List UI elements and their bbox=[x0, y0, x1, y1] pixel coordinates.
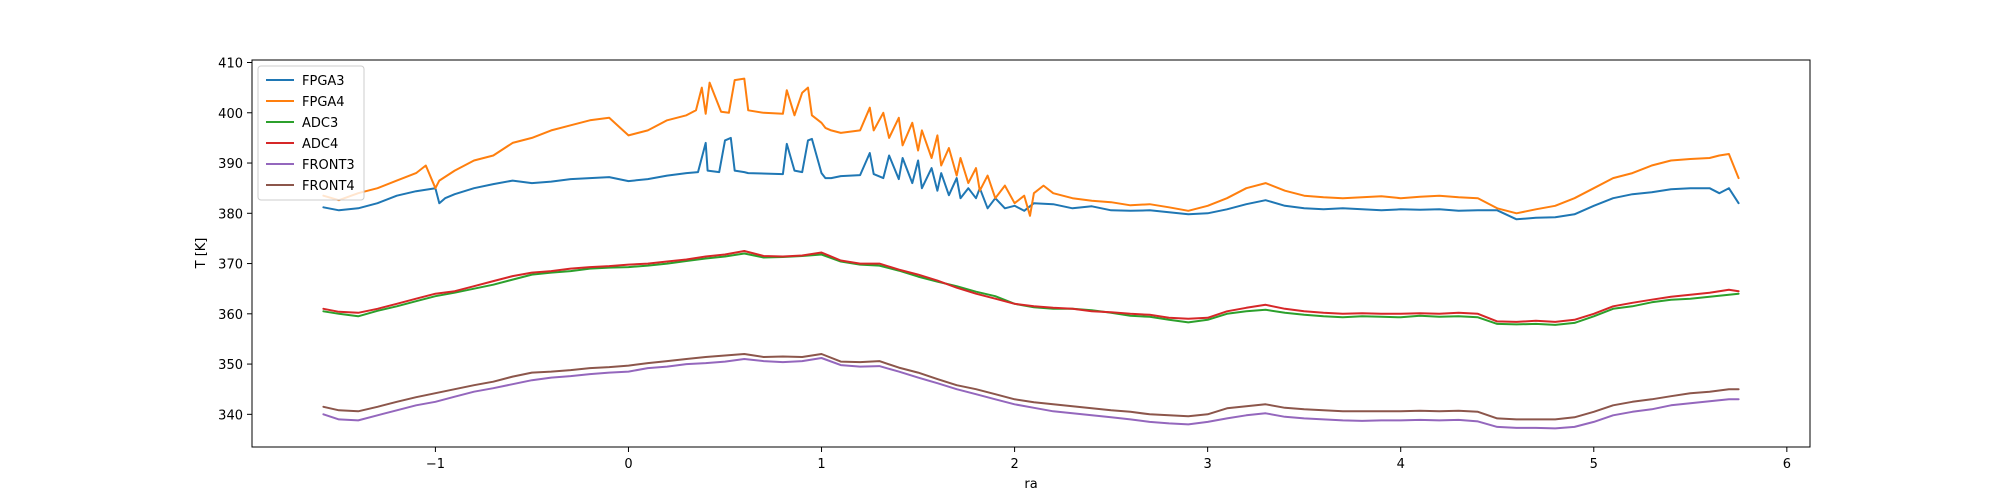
y-tick-label: 400 bbox=[218, 107, 243, 122]
x-axis-ticks: −1 0 1 2 3 4 5 6 bbox=[426, 447, 1791, 472]
legend-label-adc4: ADC4 bbox=[302, 137, 338, 152]
x-axis-label: ra bbox=[1024, 477, 1037, 492]
x-tick-label: 3 bbox=[1204, 457, 1212, 472]
x-tick-label: 6 bbox=[1783, 457, 1791, 472]
legend-label-front3: FRONT3 bbox=[302, 158, 355, 173]
legend-label-adc3: ADC3 bbox=[302, 116, 338, 131]
y-tick-label: 350 bbox=[218, 358, 243, 373]
axes-frame bbox=[251, 59, 1811, 448]
series-layer bbox=[322, 77, 1740, 430]
legend: FPGA3 FPGA4 ADC3 ADC4 FRONT3 FRONT4 bbox=[257, 65, 365, 201]
legend-label-front4: FRONT4 bbox=[302, 179, 355, 194]
y-tick-label: 340 bbox=[218, 408, 243, 423]
x-tick-label: 4 bbox=[1397, 457, 1405, 472]
plot-area bbox=[252, 60, 1810, 447]
legend-box bbox=[257, 65, 365, 201]
y-tick-label: 370 bbox=[218, 258, 243, 273]
series-line-front3 bbox=[322, 357, 1740, 430]
y-axis-ticks: 340 350 360 370 380 390 400 410 bbox=[218, 57, 252, 423]
y-tick-label: 360 bbox=[218, 308, 243, 323]
x-tick-label: 2 bbox=[1010, 457, 1018, 472]
y-tick-label: 380 bbox=[218, 207, 243, 222]
legend-label-fpga4: FPGA4 bbox=[302, 95, 345, 110]
x-tick-label: −1 bbox=[426, 457, 445, 472]
series-line-front4 bbox=[322, 353, 1740, 421]
legend-label-fpga3: FPGA3 bbox=[302, 74, 345, 89]
y-axis-label: T [K] bbox=[194, 238, 209, 270]
x-tick-label: 0 bbox=[624, 457, 632, 472]
series-line-fpga3 bbox=[322, 136, 1740, 221]
series-line-fpga4 bbox=[322, 77, 1740, 217]
y-tick-label: 410 bbox=[218, 57, 243, 72]
y-tick-label: 390 bbox=[218, 157, 243, 172]
x-tick-label: 1 bbox=[817, 457, 825, 472]
series-line-adc4 bbox=[322, 250, 1740, 323]
x-tick-label: 5 bbox=[1590, 457, 1598, 472]
